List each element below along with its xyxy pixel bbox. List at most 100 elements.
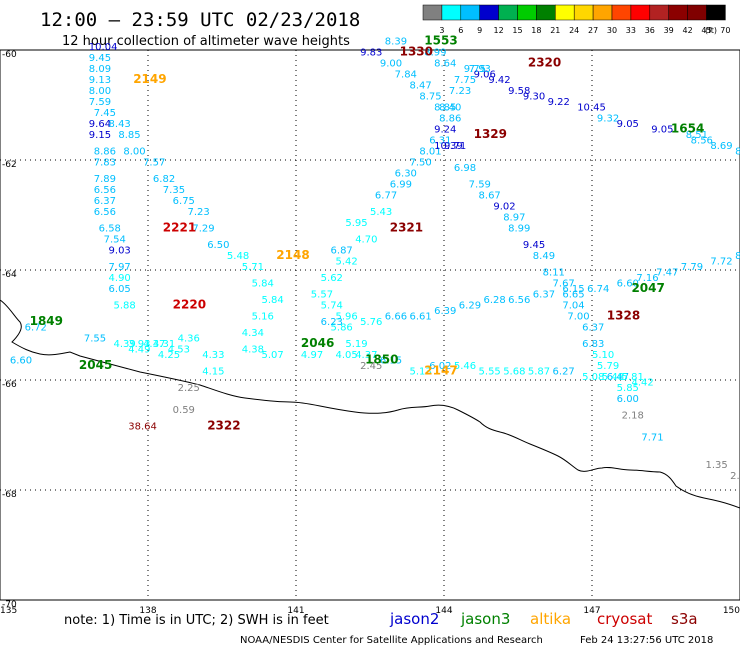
wave-height-label: 9.75: [464, 64, 486, 75]
wave-height-label: 6.56: [94, 207, 116, 218]
wave-height-label: 6.31: [429, 136, 451, 147]
lat-tick-label: -62: [2, 160, 17, 170]
wave-height-label: 7.83: [94, 158, 116, 169]
colorbar-swatch: [422, 4, 443, 21]
wave-height-label: 9.13: [89, 75, 111, 86]
wave-height-label: 7.97: [109, 262, 131, 273]
pass-number-label: 2320: [528, 56, 561, 70]
wave-height-label: 5.68: [503, 367, 525, 378]
colorbar-swatch: [668, 4, 688, 21]
wave-height-label: 6.27: [553, 367, 575, 378]
wave-height-label: 6.61: [409, 312, 431, 323]
wave-height-label: 10.39: [434, 141, 463, 152]
wave-height-label: 9.42: [488, 75, 510, 86]
wave-height-label: 8.51: [686, 130, 708, 141]
wave-height-label: 9.00: [380, 59, 402, 70]
wave-height-label: 8.09: [89, 64, 111, 75]
colorbar-swatch: [498, 4, 518, 21]
wave-height-label: 7.79: [681, 262, 703, 273]
wave-height-label: 8.01: [419, 147, 441, 158]
wave-height-label: 4.05: [335, 350, 357, 361]
colorbar-unit: (ft): [705, 26, 717, 35]
wave-height-label: 5.84: [261, 295, 283, 306]
colorbar-label: 24: [569, 26, 579, 35]
colorbar-label: 18: [531, 26, 541, 35]
wave-height-label: 9.64: [89, 119, 111, 130]
wave-height-label: 8.86: [94, 147, 116, 158]
wave-height-label: 5.71: [242, 262, 264, 273]
wave-height-label: 5.84: [252, 279, 274, 290]
wave-height-label: 7.93: [469, 64, 491, 75]
wave-height-label: 6.65: [562, 290, 584, 301]
wave-height-label: 2.45: [360, 361, 382, 372]
colorbar: 3 6 9 12 15 18 21 24 27 30 33 36 39 42 45 70: [422, 4, 730, 35]
colorbar-label: 27: [588, 26, 598, 35]
wave-height-label: 6.50: [207, 240, 229, 251]
colorbar-swatch: [630, 4, 651, 21]
wave-height-label: 4.33: [202, 350, 224, 361]
wave-height-label: 6.37: [582, 323, 604, 334]
lat-tick-label: -60: [2, 50, 17, 60]
pass-number-label: 2147: [424, 364, 457, 378]
wave-height-label: 7.57: [143, 158, 165, 169]
wave-height-label: 5.42: [335, 257, 357, 268]
colorbar-swatch: [611, 4, 632, 21]
wave-height-label: 7.72: [710, 257, 732, 268]
wave-height-label: 7.71: [641, 433, 663, 444]
observations: 10.049.458.099.138.007.597.459.648.439.1…: [10, 37, 740, 483]
colorbar-label: 36: [645, 26, 655, 35]
wave-height-label: 7.59: [469, 180, 491, 191]
wave-height-label: 4.37: [355, 350, 377, 361]
wave-height-label: 9.71: [444, 141, 466, 152]
wave-height-label: 6.37: [94, 196, 116, 207]
wave-height-label: 6.56: [94, 185, 116, 196]
wave-height-label: 5.55: [479, 367, 501, 378]
colorbar-swatch: [687, 4, 707, 21]
wave-height-label: 6.99: [390, 180, 412, 191]
wave-height-label: 6.87: [331, 246, 353, 257]
colorbar-swatch: [573, 4, 594, 21]
lon-tick-label: 150: [723, 606, 740, 616]
colorbar-swatch: [479, 4, 499, 21]
colorbar-label: 30: [607, 26, 617, 35]
wave-height-label: 4.97: [301, 350, 323, 361]
wave-height-label: 7.35: [163, 185, 185, 196]
wave-height-label: 4.36: [178, 334, 200, 345]
wave-height-label: 7.84: [395, 70, 417, 81]
wave-height-label: 7.23: [449, 86, 471, 97]
wave-height-label: 8.00: [123, 147, 145, 158]
mission-legend: jason2 jason3 altika cryosat s3a: [389, 610, 698, 628]
wave-height-label: 8.69: [710, 141, 732, 152]
lat-tick-label: -68: [2, 490, 17, 500]
wave-height-label: 8.64: [434, 59, 456, 70]
wave-height-label: 6.29: [459, 301, 481, 312]
wave-height-label: 10.04: [89, 42, 118, 53]
mission-s3a: s3a: [671, 610, 698, 628]
wave-height-label: 5.43: [370, 207, 392, 218]
pass-number-label: 1849: [30, 314, 63, 328]
wave-height-label: 5.95: [345, 218, 367, 229]
wave-height-label: 9.22: [548, 97, 570, 108]
wave-height-label: 5.62: [321, 273, 343, 284]
wave-height-label: 8.00: [89, 86, 111, 97]
colorbar-label: 45: [701, 26, 711, 35]
wave-height-label: 5.16: [252, 312, 274, 323]
wave-height-label: 5.74: [321, 301, 343, 312]
wave-height-label: 4.53: [168, 345, 190, 356]
wave-height-label: 6.66: [385, 312, 407, 323]
colorbar-label: 21: [550, 26, 560, 35]
pass-number-label: 2321: [390, 221, 423, 235]
wave-height-label: 7.75: [454, 75, 476, 86]
wave-height-label: 9.30: [523, 92, 545, 103]
pass-number-label: 1328: [607, 309, 640, 323]
wave-height-label: 4.49: [128, 345, 150, 356]
wave-height-label: 9.45: [523, 240, 545, 251]
pass-number-label: 2322: [207, 419, 240, 433]
wave-height-label: 5.86: [331, 323, 353, 334]
pass-number-label: 2148: [276, 248, 309, 262]
wave-height-label: 9.02: [493, 202, 515, 213]
wave-height-label: 4.34: [242, 328, 264, 339]
wave-height-label: 9.05: [651, 125, 673, 136]
wave-height-label: 8.75: [419, 92, 441, 103]
